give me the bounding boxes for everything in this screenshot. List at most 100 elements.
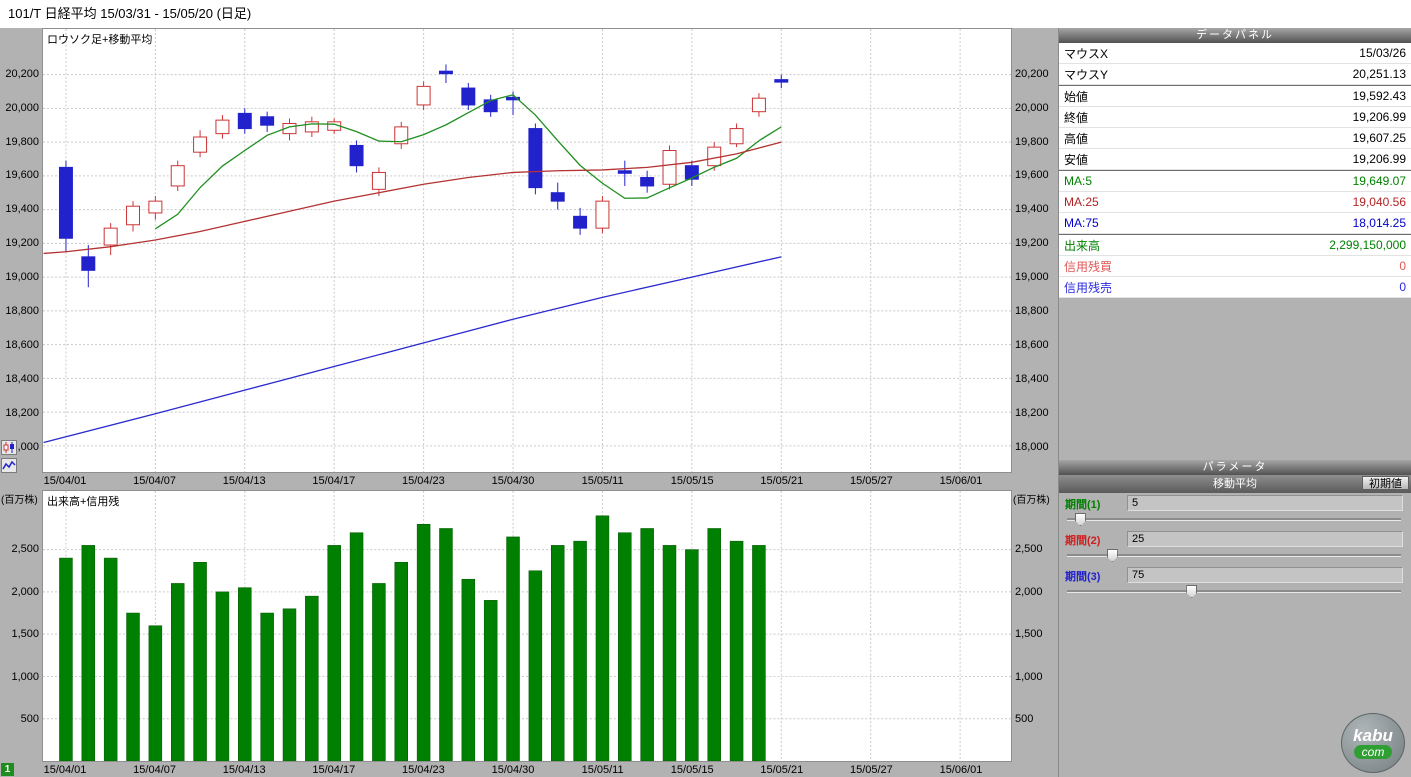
- parameter-panel-header: パラメータ: [1059, 460, 1411, 475]
- page-indicator[interactable]: 1: [1, 763, 14, 776]
- data-panel-row-value: 19,607.25: [1352, 131, 1406, 145]
- y-axis-label: 18,600: [1015, 339, 1049, 351]
- slider-thumb[interactable]: [1074, 513, 1086, 526]
- parameter-label: 期間(2): [1065, 535, 1101, 547]
- kabu-com-logo: kabu com: [1341, 713, 1405, 773]
- x-axis-label: 15/05/27: [849, 764, 893, 776]
- y-axis-label: 18,600: [5, 339, 39, 351]
- data-panel-row-value: 19,592.43: [1352, 89, 1406, 103]
- y-axis-label: 20,200: [1015, 67, 1049, 80]
- x-axis-label: 15/04/13: [222, 475, 266, 487]
- y-axis-label: 500: [1015, 713, 1034, 726]
- y-axis-label: 19,600: [5, 169, 39, 182]
- y-axis-label: 19,000: [5, 271, 39, 284]
- data-panel-row: 高値 19,607.25: [1059, 128, 1411, 149]
- window-title-bar: 101/T 日経平均 15/03/31 - 15/05/20 (日足): [0, 0, 1411, 28]
- price-chart-label: ロウソク足+移動平均: [47, 34, 153, 46]
- data-panel-row-value: 2,299,150,000: [1329, 238, 1406, 252]
- y-axis-label: 1,500: [11, 628, 39, 641]
- y-axis-label: 20,000: [1015, 101, 1049, 114]
- slider-track[interactable]: [1067, 590, 1401, 593]
- slider-track[interactable]: [1067, 554, 1401, 557]
- data-panel-row-label: マウスY: [1064, 67, 1109, 82]
- price-chart[interactable]: ロウソク足+移動平均: [42, 28, 1012, 473]
- data-panel-row: MA:25 19,040.56: [1059, 192, 1411, 213]
- y-axis-label: 19,400: [5, 203, 39, 216]
- y-axis-label: 18,800: [5, 305, 39, 318]
- data-panel-row-label: MA:75: [1064, 216, 1099, 230]
- y-axis-label: 18,400: [1015, 372, 1049, 385]
- data-panel-row-label: 信用残売: [1064, 280, 1113, 295]
- parameter-label: 期間(1): [1065, 499, 1101, 511]
- y-axis-label: 18,400: [5, 372, 39, 385]
- y-axis-label: 18,200: [1015, 406, 1049, 419]
- y-axis-label: 18,200: [5, 406, 39, 419]
- data-panel-row-value: 20,251.13: [1352, 67, 1406, 81]
- x-axis-label: 15/04/30: [491, 764, 535, 776]
- x-axis-label: 15/05/15: [670, 475, 714, 487]
- parameter-item: 期間(3) 75: [1059, 565, 1411, 601]
- y-axis-label: 20,000: [5, 101, 39, 114]
- price-y-axis-right: 20,200 20,000 19,800 19,600 19,400 19,200 19,0…: [1012, 28, 1058, 473]
- data-panel-row-label: 高値: [1064, 131, 1089, 146]
- x-axis-label: 15/04/01: [43, 764, 87, 776]
- volume-y-axis-right: (百万株) 2,500 2,000 1,500 1,000 500: [1012, 490, 1058, 762]
- y-axis-label: 1,000: [1015, 670, 1043, 683]
- volume-unit-label: (百万株): [1, 495, 38, 506]
- moving-average-subheader: 移動平均 初期値: [1059, 475, 1411, 493]
- parameter-value-field[interactable]: 25: [1127, 531, 1403, 547]
- slider-thumb[interactable]: [1186, 585, 1198, 598]
- data-panel-row: マウスY 20,251.13: [1059, 64, 1411, 85]
- x-axis-label: 15/04/13: [222, 764, 266, 776]
- data-panel-row-value: 0: [1399, 280, 1406, 294]
- data-panel-row-label: 始値: [1064, 89, 1089, 104]
- data-panel-row: MA:5 19,649.07: [1059, 171, 1411, 192]
- y-axis-label: 19,600: [1015, 169, 1049, 182]
- data-panel-group: MA:5 19,649.07 MA:25 19,040.56 MA:75 18,014.2…: [1059, 170, 1411, 234]
- data-panel-rows: マウスX 15/03/26 マウスY 20,251.13 始値 19,592.43 終値 19…: [1059, 43, 1411, 298]
- x-axis-label: 15/05/21: [760, 475, 804, 487]
- y-axis-label: 1,500: [1015, 628, 1043, 641]
- chart-title: 101/T 日経平均 15/03/31 - 15/05/20 (日足): [8, 6, 252, 21]
- price-y-axis-left: 20,200 20,000 19,800 19,600 19,400 19,200 19,0…: [0, 28, 42, 473]
- parameter-slider[interactable]: [1065, 512, 1403, 527]
- y-axis-label: 2,500: [1015, 543, 1043, 556]
- candlestick-chart-icon[interactable]: [1, 440, 17, 455]
- data-panel-row: 始値 19,592.43: [1059, 86, 1411, 107]
- data-panel-row-label: 出来高: [1064, 238, 1101, 253]
- y-axis-label: 20,200: [5, 67, 39, 80]
- data-panel-row-label: MA:5: [1064, 174, 1093, 188]
- x-axis-label: 15/05/15: [670, 764, 714, 776]
- x-axis-label: 15/04/23: [401, 764, 445, 776]
- parameter-slider[interactable]: [1065, 548, 1403, 563]
- y-axis-label: 19,400: [1015, 203, 1049, 216]
- data-panel-row: 信用残売 0: [1059, 277, 1411, 298]
- line-chart-icon[interactable]: [1, 458, 17, 473]
- slider-thumb[interactable]: [1106, 549, 1118, 562]
- data-panel-header: データパネル: [1059, 28, 1411, 43]
- data-panel-row-value: 15/03/26: [1359, 46, 1406, 60]
- data-panel-row: MA:75 18,014.25: [1059, 213, 1411, 234]
- data-panel-row-value: 18,014.25: [1352, 216, 1406, 230]
- x-axis-label: 15/04/17: [312, 764, 356, 776]
- y-axis-label: 2,000: [1015, 585, 1043, 598]
- parameter-slider[interactable]: [1065, 584, 1403, 599]
- slider-track[interactable]: [1067, 518, 1401, 521]
- data-panel-row-label: MA:25: [1064, 195, 1099, 209]
- x-axis-label: 15/04/07: [133, 764, 177, 776]
- parameter-value-field[interactable]: 75: [1127, 567, 1403, 583]
- logo-text-kabu: kabu: [1353, 726, 1393, 745]
- x-axis-label: 15/04/30: [491, 475, 535, 487]
- parameter-item: 期間(1) 5: [1059, 493, 1411, 529]
- volume-unit-label: (百万株): [1013, 495, 1050, 506]
- x-axis-label: 15/04/17: [312, 475, 356, 487]
- y-axis-label: 1,000: [11, 670, 39, 683]
- data-panel-group: マウスX 15/03/26 マウスY 20,251.13: [1059, 43, 1411, 85]
- reset-defaults-button[interactable]: 初期値: [1362, 476, 1409, 490]
- y-axis-label: 18,800: [1015, 305, 1049, 318]
- volume-chart[interactable]: 出来高+信用残: [42, 490, 1012, 762]
- x-axis-label: 15/04/01: [43, 475, 87, 487]
- y-axis-label: 18,000: [1015, 440, 1049, 453]
- parameter-value-field[interactable]: 5: [1127, 495, 1403, 511]
- parameter-section: パラメータ 移動平均 初期値 期間(1) 5 期間(2) 25 期間(3) 75: [1059, 460, 1411, 601]
